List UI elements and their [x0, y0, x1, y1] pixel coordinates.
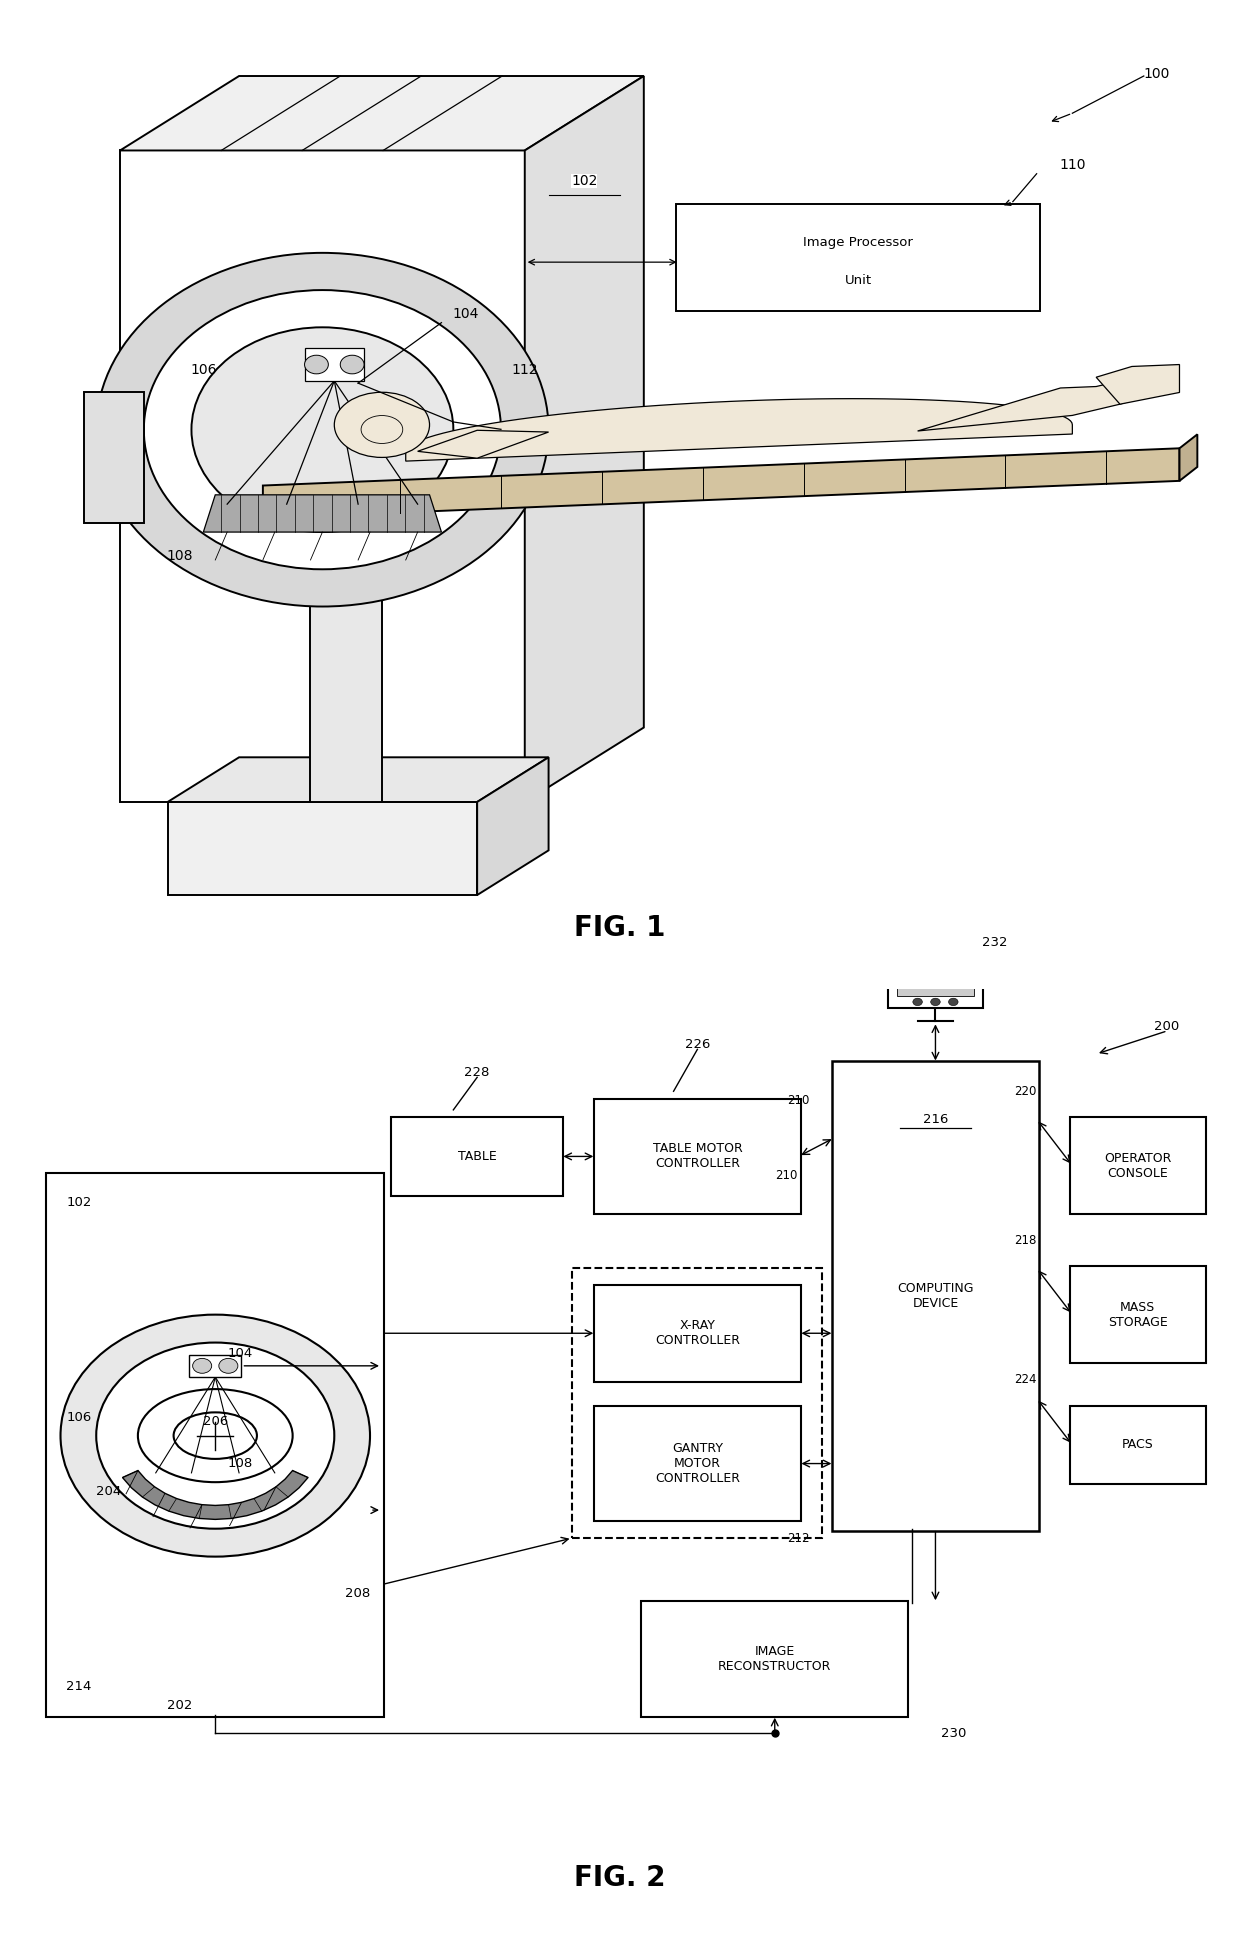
- FancyBboxPatch shape: [832, 1061, 1039, 1530]
- Text: 108: 108: [166, 549, 192, 562]
- Polygon shape: [120, 76, 644, 151]
- Text: TABLE: TABLE: [458, 1150, 496, 1163]
- FancyBboxPatch shape: [594, 1406, 801, 1522]
- FancyBboxPatch shape: [46, 1173, 384, 1716]
- Text: 210: 210: [787, 1094, 810, 1107]
- Polygon shape: [918, 376, 1156, 430]
- FancyBboxPatch shape: [392, 1117, 563, 1196]
- FancyBboxPatch shape: [898, 962, 973, 997]
- Circle shape: [97, 252, 548, 607]
- Text: 204: 204: [97, 1485, 122, 1499]
- Circle shape: [931, 999, 940, 1006]
- Polygon shape: [305, 349, 365, 380]
- Text: 202: 202: [167, 1699, 192, 1712]
- FancyBboxPatch shape: [594, 1099, 801, 1214]
- Text: 102: 102: [67, 1196, 92, 1210]
- Circle shape: [97, 1342, 335, 1528]
- Circle shape: [61, 1315, 370, 1557]
- FancyBboxPatch shape: [1070, 1266, 1205, 1363]
- Polygon shape: [167, 803, 477, 896]
- Polygon shape: [418, 430, 548, 458]
- Circle shape: [144, 291, 501, 570]
- Ellipse shape: [138, 1388, 293, 1481]
- Text: IMAGE
RECONSTRUCTOR: IMAGE RECONSTRUCTOR: [718, 1644, 832, 1673]
- Text: Image Processor: Image Processor: [804, 237, 913, 248]
- Text: 100: 100: [1143, 66, 1171, 81]
- Text: X-RAY
CONTROLLER: X-RAY CONTROLLER: [655, 1319, 740, 1348]
- FancyBboxPatch shape: [1070, 1117, 1205, 1214]
- Polygon shape: [525, 76, 644, 803]
- Polygon shape: [120, 151, 525, 803]
- Text: 216: 216: [923, 1113, 949, 1127]
- Polygon shape: [263, 448, 1179, 518]
- Polygon shape: [1179, 434, 1198, 481]
- Text: 218: 218: [1014, 1233, 1037, 1247]
- Text: 104: 104: [453, 306, 479, 322]
- Circle shape: [913, 999, 923, 1006]
- FancyBboxPatch shape: [1070, 1406, 1205, 1483]
- Text: 110: 110: [1059, 159, 1085, 173]
- Text: 106: 106: [190, 363, 217, 376]
- Text: 230: 230: [941, 1728, 966, 1739]
- Polygon shape: [84, 392, 144, 524]
- Polygon shape: [123, 1470, 308, 1520]
- Text: 232: 232: [982, 937, 1008, 948]
- Polygon shape: [310, 518, 382, 803]
- Text: 108: 108: [227, 1456, 253, 1470]
- Text: 200: 200: [1154, 1020, 1179, 1033]
- Polygon shape: [477, 758, 548, 896]
- FancyBboxPatch shape: [594, 1286, 801, 1383]
- Text: 112: 112: [512, 363, 538, 376]
- Text: COMPUTING
DEVICE: COMPUTING DEVICE: [898, 1282, 973, 1311]
- FancyBboxPatch shape: [188, 1355, 242, 1377]
- Polygon shape: [203, 494, 441, 531]
- Text: MASS
STORAGE: MASS STORAGE: [1109, 1301, 1168, 1328]
- Polygon shape: [167, 758, 548, 803]
- Text: 226: 226: [684, 1037, 711, 1051]
- Text: Unit: Unit: [844, 273, 872, 287]
- Text: OPERATOR
CONSOLE: OPERATOR CONSOLE: [1104, 1152, 1172, 1179]
- Text: 106: 106: [67, 1410, 92, 1423]
- Circle shape: [191, 328, 454, 531]
- Text: GANTRY
MOTOR
CONTROLLER: GANTRY MOTOR CONTROLLER: [655, 1443, 740, 1485]
- Circle shape: [192, 1359, 212, 1373]
- Circle shape: [340, 355, 365, 374]
- Text: TABLE MOTOR
CONTROLLER: TABLE MOTOR CONTROLLER: [652, 1142, 743, 1171]
- Text: 214: 214: [67, 1681, 92, 1693]
- Circle shape: [218, 1359, 238, 1373]
- Text: 210: 210: [775, 1169, 797, 1181]
- Text: PACS: PACS: [1122, 1439, 1153, 1452]
- Circle shape: [305, 355, 329, 374]
- Text: 224: 224: [1014, 1373, 1037, 1386]
- FancyBboxPatch shape: [888, 952, 983, 1008]
- Ellipse shape: [361, 415, 403, 444]
- Text: 208: 208: [346, 1588, 371, 1600]
- Polygon shape: [1096, 365, 1179, 403]
- Text: 228: 228: [465, 1066, 490, 1080]
- Text: 220: 220: [1014, 1084, 1037, 1097]
- Text: 104: 104: [227, 1348, 253, 1361]
- Ellipse shape: [335, 392, 429, 458]
- FancyBboxPatch shape: [676, 204, 1040, 312]
- Text: 212: 212: [787, 1532, 810, 1545]
- Text: 206: 206: [203, 1415, 228, 1429]
- Circle shape: [949, 999, 959, 1006]
- Ellipse shape: [174, 1412, 257, 1458]
- Text: 102: 102: [572, 175, 598, 188]
- Text: FIG. 2: FIG. 2: [574, 1863, 666, 1892]
- FancyBboxPatch shape: [641, 1602, 908, 1716]
- Text: FIG. 1: FIG. 1: [574, 913, 666, 942]
- Polygon shape: [405, 399, 1073, 461]
